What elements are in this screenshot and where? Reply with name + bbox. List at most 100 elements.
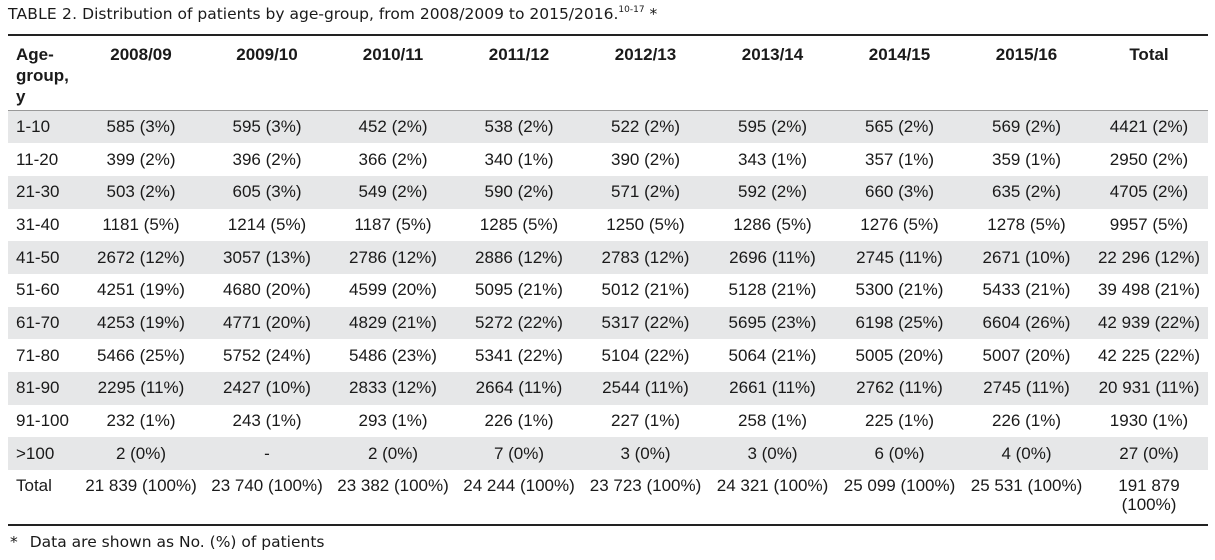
value-cell: 2 (0%): [330, 437, 456, 471]
value-cell: 2886 (12%): [456, 241, 582, 274]
total-value-cell: 191 879 (100%): [1090, 470, 1208, 526]
total-cell: 27 (0%): [1090, 437, 1208, 471]
value-cell: 5128 (21%): [709, 273, 836, 307]
value-cell: 538 (2%): [456, 110, 582, 144]
value-cell: 5466 (25%): [78, 339, 204, 372]
table-row: 1-10 585 (3%) 595 (3%) 452 (2%) 538 (2%) 522 …: [8, 110, 1208, 144]
value-cell: 5317 (22%): [582, 306, 709, 340]
value-cell: 660 (3%): [836, 175, 963, 209]
value-cell: 5486 (23%): [330, 339, 456, 372]
value-cell: 340 (1%): [456, 143, 582, 176]
value-cell: 569 (2%): [963, 110, 1090, 144]
header-year: 2009/10: [204, 35, 330, 111]
total-value-cell: 23 740 (100%): [204, 470, 330, 526]
table-container: Age- group, y 2008/09 2009/10 2010/11 20…: [8, 34, 1208, 527]
table-label: TABLE 2.: [8, 5, 78, 23]
total-cell: 22 296 (12%): [1090, 241, 1208, 274]
value-cell: 5012 (21%): [582, 273, 709, 307]
value-cell: 390 (2%): [582, 143, 709, 176]
table-row: 11-20 399 (2%) 396 (2%) 366 (2%) 340 (1%) 390…: [8, 143, 1208, 176]
header-age-line: Age-: [16, 45, 54, 64]
value-cell: 2661 (11%): [709, 372, 836, 405]
total-cell: 42 939 (22%): [1090, 306, 1208, 340]
value-cell: 1181 (5%): [78, 208, 204, 242]
value-cell: 2664 (11%): [456, 372, 582, 405]
total-value-cell: 23 382 (100%): [330, 470, 456, 526]
value-cell: 5064 (21%): [709, 339, 836, 372]
value-cell: 1214 (5%): [204, 208, 330, 242]
value-cell: 595 (3%): [204, 110, 330, 144]
age-group-cell: 91-100: [8, 404, 78, 438]
value-cell: 5752 (24%): [204, 339, 330, 372]
value-cell: 3 (0%): [709, 437, 836, 471]
table-row: 61-70 4253 (19%) 4771 (20%) 4829 (21%) 5272 …: [8, 306, 1208, 340]
value-cell: 243 (1%): [204, 404, 330, 438]
value-cell: 2745 (11%): [836, 241, 963, 274]
age-group-cell: 1-10: [8, 110, 78, 144]
total-value-cell: 25 099 (100%): [836, 470, 963, 526]
caption-text: Distribution of patients by age-group, f…: [77, 5, 619, 23]
value-cell: 2 (0%): [78, 437, 204, 471]
total-cell: 2950 (2%): [1090, 143, 1208, 176]
table-row: 41-50 2672 (12%) 3057 (13%) 2786 (12%) 2886 …: [8, 241, 1208, 274]
total-cell: 4421 (2%): [1090, 110, 1208, 144]
value-cell: 232 (1%): [78, 404, 204, 438]
value-cell: 5272 (22%): [456, 306, 582, 340]
table-row: 91-100 232 (1%) 243 (1%) 293 (1%) 226 (1%) 22…: [8, 404, 1208, 438]
value-cell: 5341 (22%): [456, 339, 582, 372]
total-value-cell: 21 839 (100%): [78, 470, 204, 526]
value-cell: 595 (2%): [709, 110, 836, 144]
value-cell: 357 (1%): [836, 143, 963, 176]
footnote-mark: *: [10, 533, 18, 551]
age-group-cell: 71-80: [8, 339, 78, 372]
age-group-cell: 31-40: [8, 208, 78, 242]
value-cell: 399 (2%): [78, 143, 204, 176]
value-cell: 4680 (20%): [204, 273, 330, 307]
total-label: Total: [8, 470, 78, 526]
total-value-cell: 23 723 (100%): [582, 470, 709, 526]
value-cell: 4829 (21%): [330, 306, 456, 340]
header-total: Total: [1090, 35, 1208, 111]
total-cell: 1930 (1%): [1090, 404, 1208, 438]
age-group-cell: 21-30: [8, 175, 78, 209]
value-cell: 2745 (11%): [963, 372, 1090, 405]
age-group-cell: 51-60: [8, 273, 78, 307]
total-cell: 20 931 (11%): [1090, 372, 1208, 405]
header-year: 2011/12: [456, 35, 582, 111]
table-body: 1-10 585 (3%) 595 (3%) 452 (2%) 538 (2%) 522 …: [8, 110, 1208, 526]
age-group-cell: 81-90: [8, 372, 78, 405]
total-value-cell: 24 244 (100%): [456, 470, 582, 526]
total-row: Total 21 839 (100%) 23 740 (100%) 23 382 (1…: [8, 470, 1208, 526]
age-group-cell: 61-70: [8, 306, 78, 340]
caption-footnote-mark: *: [644, 5, 658, 23]
value-cell: 635 (2%): [963, 175, 1090, 209]
total-value-cell: 25 531 (100%): [963, 470, 1090, 526]
value-cell: 605 (3%): [204, 175, 330, 209]
value-cell: 4253 (19%): [78, 306, 204, 340]
value-cell: 5104 (22%): [582, 339, 709, 372]
value-cell: 2671 (10%): [963, 241, 1090, 274]
header-age-line: y: [16, 87, 26, 106]
table-row: 31-40 1181 (5%) 1214 (5%) 1187 (5%) 1285 (5%…: [8, 208, 1208, 242]
header-year: 2012/13: [582, 35, 709, 111]
value-cell: 226 (1%): [456, 404, 582, 438]
value-cell: 2544 (11%): [582, 372, 709, 405]
value-cell: 4251 (19%): [78, 273, 204, 307]
value-cell: 2427 (10%): [204, 372, 330, 405]
value-cell: 225 (1%): [836, 404, 963, 438]
value-cell: 258 (1%): [709, 404, 836, 438]
value-cell: 585 (3%): [78, 110, 204, 144]
value-cell: 5007 (20%): [963, 339, 1090, 372]
value-cell: 5300 (21%): [836, 273, 963, 307]
footnote: * Data are shown as No. (%) of patients: [10, 533, 325, 551]
header-year: 2010/11: [330, 35, 456, 111]
table-row: 21-30 503 (2%) 605 (3%) 549 (2%) 590 (2%) 571…: [8, 175, 1208, 209]
value-cell: 5095 (21%): [456, 273, 582, 307]
value-cell: 565 (2%): [836, 110, 963, 144]
header-year: 2014/15: [836, 35, 963, 111]
value-cell: 549 (2%): [330, 175, 456, 209]
header-row: Age- group, y 2008/09 2009/10 2010/11 20…: [8, 35, 1208, 111]
total-cell: 39 498 (21%): [1090, 273, 1208, 307]
value-cell: 2762 (11%): [836, 372, 963, 405]
value-cell: 1278 (5%): [963, 208, 1090, 242]
